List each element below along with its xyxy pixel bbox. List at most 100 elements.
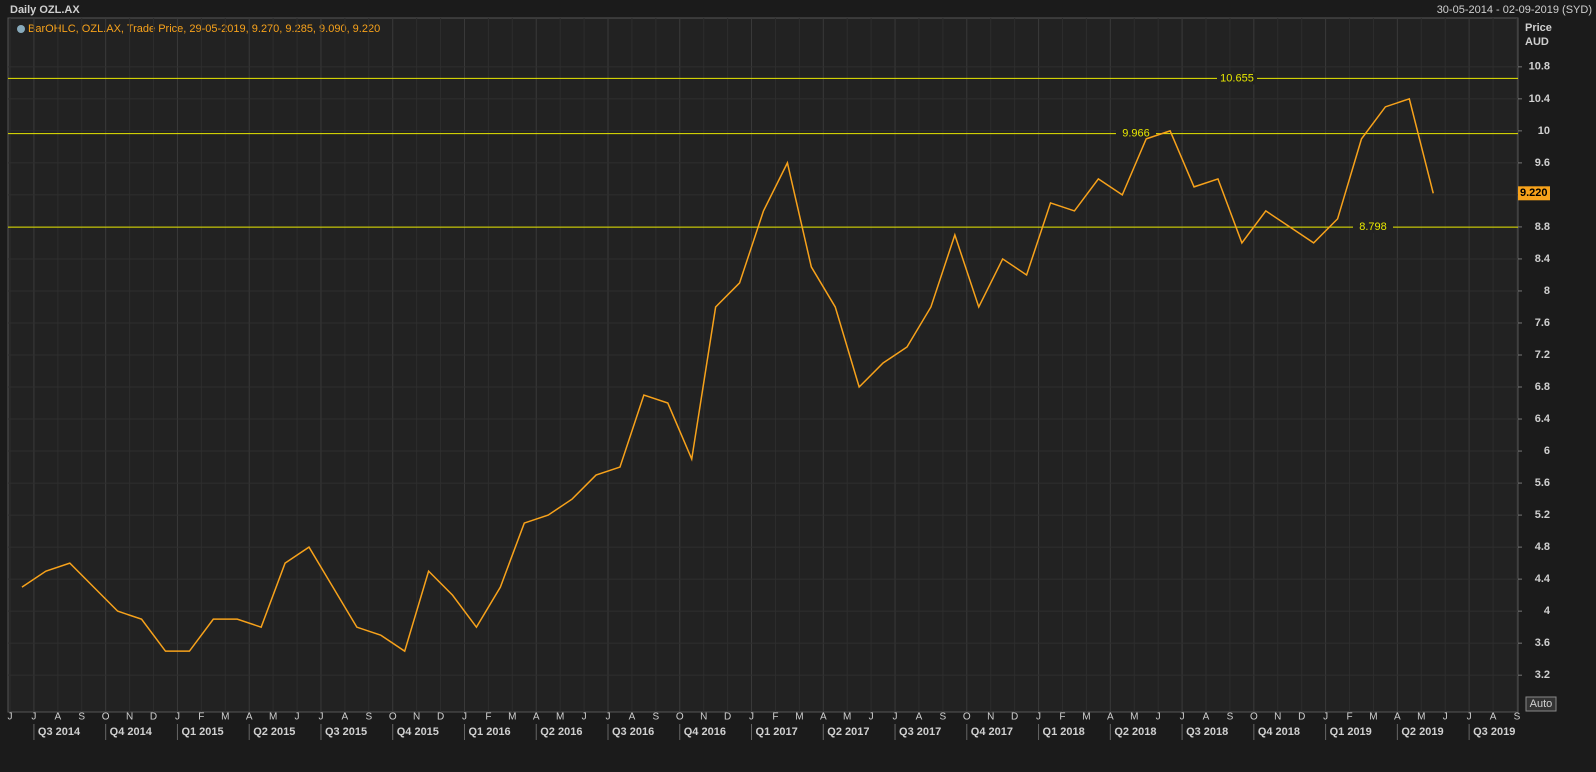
x-tick-label: S — [940, 712, 947, 723]
x-tick-label: J — [295, 712, 300, 723]
x-tick-label: J — [1036, 712, 1041, 723]
y-tick-label: 4 — [1544, 605, 1551, 617]
x-tick-label: M — [269, 712, 277, 723]
quarter-label: Q1 2015 — [181, 726, 223, 738]
y-tick-label: 9.6 — [1535, 157, 1550, 169]
x-tick-label: F — [485, 712, 491, 723]
y-tick-label: 6.4 — [1535, 413, 1551, 425]
legend-text: BarOHLC, OZL.AX, Trade Price, 29-05-2019… — [28, 23, 380, 35]
x-tick-label: O — [963, 712, 971, 723]
legend-icon[interactable] — [17, 25, 25, 33]
y-tick-label: 4.4 — [1535, 573, 1551, 585]
x-tick-label: N — [700, 712, 707, 723]
x-tick-label: F — [1059, 712, 1065, 723]
x-tick-label: M — [508, 712, 516, 723]
x-tick-label: F — [198, 712, 204, 723]
quarter-label: Q1 2017 — [756, 726, 798, 738]
quarter-label: Q4 2016 — [684, 726, 726, 738]
x-tick-label: M — [1082, 712, 1090, 723]
x-tick-label: A — [1107, 712, 1114, 723]
x-tick-label: O — [389, 712, 397, 723]
x-tick-label: S — [365, 712, 372, 723]
x-tick-label: M — [795, 712, 803, 723]
y-tick-label: 6.8 — [1535, 381, 1550, 393]
hline-label-bg — [1217, 72, 1257, 85]
y-tick-label: 10.8 — [1529, 61, 1550, 73]
quarter-label: Q2 2017 — [827, 726, 869, 738]
x-tick-label: S — [1227, 712, 1234, 723]
x-tick-label: J — [869, 712, 874, 723]
x-tick-label: J — [893, 712, 898, 723]
x-tick-label: J — [749, 712, 754, 723]
y-tick-label: 5.6 — [1535, 477, 1550, 489]
y-tick-label: 5.2 — [1535, 509, 1550, 521]
hline-label-bg — [1353, 221, 1393, 234]
x-tick-label: O — [676, 712, 684, 723]
x-tick-label: J — [175, 712, 180, 723]
quarter-label: Q3 2015 — [325, 726, 367, 738]
quarter-label: Q4 2018 — [1258, 726, 1300, 738]
x-tick-label: M — [843, 712, 851, 723]
quarter-label: Q1 2019 — [1330, 726, 1372, 738]
quarter-label: Q3 2018 — [1186, 726, 1228, 738]
x-tick-label: M — [221, 712, 229, 723]
x-tick-label: J — [462, 712, 467, 723]
x-tick-label: A — [246, 712, 253, 723]
price-line — [21, 97, 1434, 653]
y-tick-label: 3.6 — [1535, 637, 1550, 649]
x-tick-label: D — [724, 712, 731, 723]
x-tick-label: J — [1156, 712, 1161, 723]
quarter-label: Q2 2015 — [253, 726, 295, 738]
x-tick-label: S — [1514, 712, 1521, 723]
quarter-label: Q4 2017 — [971, 726, 1013, 738]
x-tick-label: N — [987, 712, 994, 723]
x-tick-label: A — [1490, 712, 1497, 723]
x-tick-label: J — [318, 712, 323, 723]
x-tick-label: M — [1417, 712, 1425, 723]
x-tick-label: F — [1346, 712, 1352, 723]
scale-mode-button[interactable] — [1525, 696, 1557, 712]
quarter-label: Q1 2018 — [1043, 726, 1085, 738]
quarter-label: Q3 2014 — [38, 726, 81, 738]
x-tick-label: A — [342, 712, 349, 723]
quarter-label: Q3 2017 — [899, 726, 941, 738]
hline-label-bg — [1116, 127, 1156, 140]
quarter-label: Q1 2016 — [468, 726, 510, 738]
y-tick-label: 10.4 — [1529, 93, 1551, 105]
x-tick-label: O — [102, 712, 110, 723]
x-tick-label: D — [437, 712, 444, 723]
y-tick-label: 4.8 — [1535, 541, 1550, 553]
x-tick-label: J — [31, 712, 36, 723]
x-tick-label: J — [8, 712, 13, 723]
x-tick-label: M — [556, 712, 564, 723]
quarter-label: Q2 2018 — [1114, 726, 1156, 738]
x-tick-label: J — [1323, 712, 1328, 723]
x-tick-label: J — [1467, 712, 1472, 723]
x-tick-label: A — [55, 712, 62, 723]
date-range: 30-05-2014 - 02-09-2019 (SYD) — [1437, 4, 1592, 16]
y-tick-label: 8 — [1544, 285, 1550, 297]
x-tick-label: A — [533, 712, 540, 723]
last-price-tag — [1518, 186, 1550, 201]
x-tick-label: S — [653, 712, 660, 723]
y-tick-label: 7.6 — [1535, 317, 1550, 329]
x-tick-label: A — [820, 712, 827, 723]
scale-mode[interactable]: Auto — [1530, 698, 1553, 710]
x-tick-label: M — [1130, 712, 1138, 723]
last-price-label: 9.220 — [1520, 187, 1548, 199]
y-tick-label: 8.8 — [1535, 221, 1550, 233]
x-tick-label: J — [606, 712, 611, 723]
y-axis-label: Price — [1525, 22, 1552, 34]
hline-label: 10.655 — [1220, 72, 1254, 84]
chart-title: Daily OZL.AX — [10, 4, 80, 16]
x-tick-label: D — [1298, 712, 1305, 723]
y-tick-label: 10 — [1538, 125, 1550, 137]
x-tick-label: O — [1250, 712, 1258, 723]
x-tick-label: A — [1394, 712, 1401, 723]
x-tick-label: S — [78, 712, 85, 723]
hline-label: 8.798 — [1359, 221, 1387, 233]
x-tick-label: A — [629, 712, 636, 723]
hline-label: 9.966 — [1122, 127, 1150, 139]
